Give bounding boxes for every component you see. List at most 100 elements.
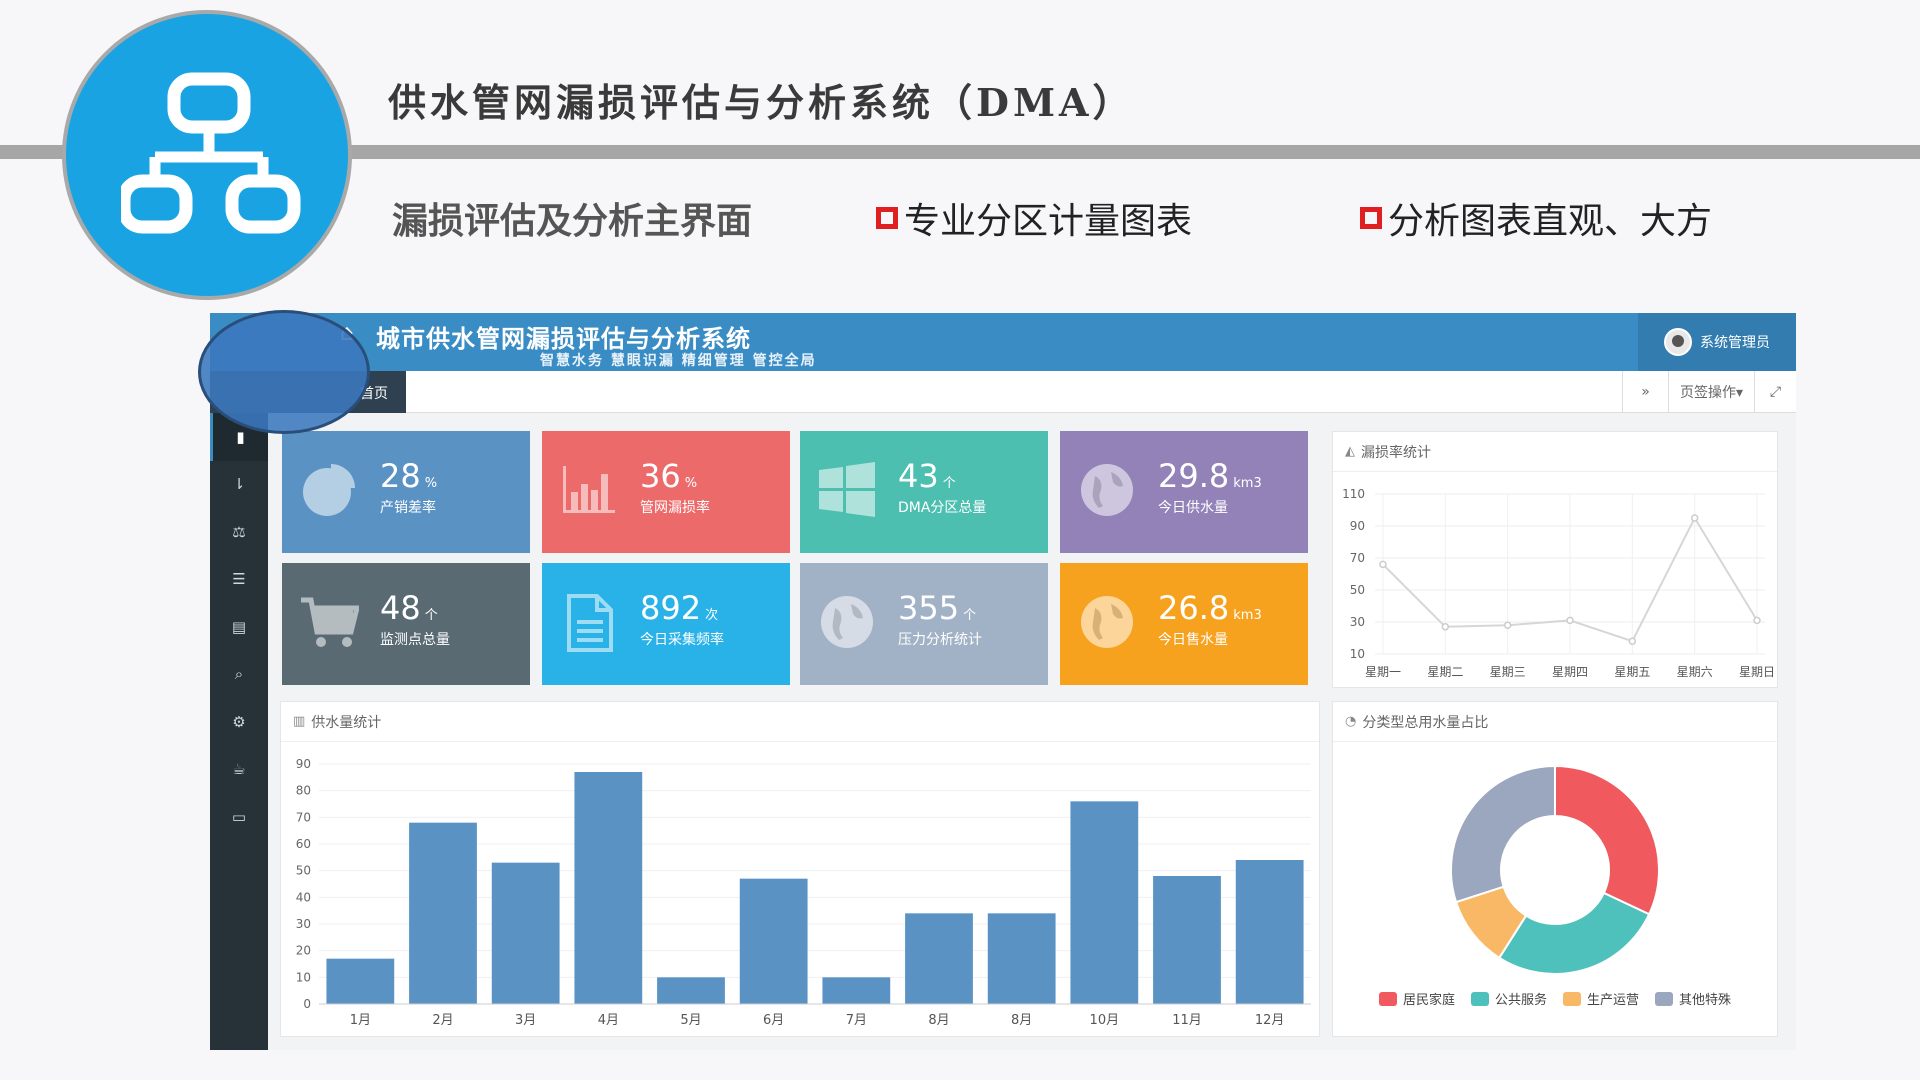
stat-unit: 个 [942, 476, 956, 491]
stat-card[interactable]: 36% 管网漏损率 [542, 431, 790, 553]
list-icon[interactable]: ☰ [232, 570, 246, 589]
double-chevron-right-icon[interactable]: » [1622, 371, 1668, 413]
stat-value: 28% [380, 457, 437, 495]
page-ops-dropdown[interactable]: 页签操作▾ [1668, 371, 1754, 413]
stat-card[interactable]: 28% 产销差率 [282, 431, 530, 553]
panel-title: 漏损率统计 [1361, 444, 1431, 461]
monitor-icon[interactable]: ▭ [231, 807, 247, 826]
stat-card[interactable]: 43 个 DMA分区总量 [800, 431, 1048, 553]
bar-chart-icon [558, 459, 620, 521]
stat-card[interactable]: 26.8 km3 今日售水量 [1060, 563, 1308, 685]
app-slogan: 智慧水务 慧眼识漏 精细管理 管控全局 [540, 353, 817, 369]
y-tick-label: 50 [296, 864, 311, 878]
x-tick-label: 7月 [846, 1013, 867, 1028]
bar [409, 822, 477, 1004]
legend-item[interactable]: 生产运营 [1563, 989, 1639, 1008]
gears-icon[interactable]: ⚙ [232, 712, 246, 731]
x-tick-label: 星期四 [1552, 665, 1588, 679]
y-tick-label: 20 [296, 944, 311, 958]
panel-header: ▥ 供水量统计 [281, 702, 1319, 742]
y-tick-label: 50 [1350, 583, 1365, 597]
data-point [1503, 621, 1512, 629]
header-divider-bar [0, 145, 1920, 159]
stat-label: 监测点总量 [380, 632, 450, 648]
panel-title: 分类型总用水量占比 [1362, 714, 1489, 731]
y-tick-label: 90 [1350, 519, 1365, 533]
pie-chart-icon [298, 459, 360, 521]
bar [574, 772, 643, 1004]
x-tick-label: 8月 [928, 1013, 949, 1028]
x-tick-label: 2月 [432, 1013, 453, 1028]
x-tick-label: 12月 [1255, 1013, 1285, 1028]
bar [739, 878, 808, 1004]
x-tick-label: 星期一 [1365, 665, 1401, 679]
bar [326, 958, 395, 1004]
x-tick-label: 星期二 [1427, 665, 1463, 679]
network-logo [62, 10, 352, 300]
leak-rate-panel: ◭ 漏损率统计 10 30 50 70 90 110 星期一 星期二 星期三 星期四 星期五 星期六 星… [1332, 431, 1778, 688]
panel-header: ◔ 分类型总用水量占比 [1333, 702, 1777, 742]
stat-label: 管网漏损率 [640, 500, 710, 516]
stat-unit: % [424, 476, 438, 491]
stat-card[interactable]: 48 个监测点总量 [282, 563, 530, 685]
x-tick-label: 5月 [680, 1013, 701, 1028]
feature-label-2: 分析图表直观、大方 [1388, 201, 1713, 242]
leak-rate-line-chart: 10 30 50 70 90 110 星期一 星期二 星期三 星期四 星期五 星期六 星期日 [1342, 487, 1775, 679]
avatar[interactable] [1664, 328, 1692, 356]
globe-icon [1076, 591, 1138, 653]
stat-number: 43 [898, 457, 939, 495]
x-tick-label: 10月 [1090, 1013, 1120, 1028]
coffee-icon[interactable]: ☕ [232, 760, 246, 779]
stat-card[interactable]: 892 次今日采集频率 [542, 563, 790, 685]
stat-card[interactable]: 355 个压力分析统计 [800, 563, 1048, 685]
stat-unit: 个 [963, 608, 977, 623]
stat-number: 28 [380, 457, 421, 495]
legend-swatch [1378, 991, 1397, 1006]
x-tick-label: 4月 [598, 1013, 619, 1028]
bar [987, 913, 1056, 1004]
legend-item[interactable]: 居民家庭 [1378, 989, 1455, 1008]
balance-icon[interactable]: ⚖ [232, 522, 246, 541]
user-menu[interactable]: 系统管理员 [1638, 313, 1796, 371]
sidebar: ▮ ⇂ ⚖ ☰ ▤ ⌕ ⚙ ☕ ▭ [210, 413, 268, 1050]
x-tick-label: 1月 [350, 1013, 371, 1028]
water-supply-panel: ▥ 供水量统计 0 10 20 30 40 50 60 70 80 90 1月 2月 3月 4月 5月 6月 7… [280, 701, 1320, 1037]
stat-number: 892 [640, 589, 702, 627]
pie-chart-small-icon: ◔ [1345, 714, 1357, 729]
globe-icon [1076, 459, 1138, 521]
bar [657, 977, 725, 1004]
y-tick-label: 30 [296, 917, 311, 931]
legend-item[interactable]: 其他特殊 [1655, 989, 1731, 1008]
donut-slice [1497, 891, 1651, 975]
expand-icon[interactable]: ⤢ [1754, 371, 1796, 413]
legend-label: 生产运营 [1587, 993, 1640, 1008]
stat-unit: 个 [424, 608, 438, 623]
x-tick-label: 6月 [763, 1013, 784, 1028]
stat-unit: 次 [705, 608, 719, 623]
stat-card[interactable]: 29.8 km3 今日供水量 [1060, 431, 1308, 553]
search-zoom-icon[interactable]: ⌕ [234, 665, 244, 684]
legend-swatch [1655, 991, 1674, 1006]
y-tick-label: 90 [296, 757, 311, 771]
panel-header: ◭ 漏损率统计 [1333, 432, 1777, 472]
stat-label: 今日采集频率 [640, 632, 724, 648]
overlay-ellipse-shape [198, 310, 370, 434]
y-tick-label: 10 [296, 970, 311, 984]
stat-unit: km3 [1233, 476, 1262, 491]
water-supply-bar-chart: 0 10 20 30 40 50 60 70 80 90 1月 2月 3月 4月 5月 6月 7月 8月 8月 10月… [296, 757, 1311, 1028]
y-tick-label: 30 [1350, 615, 1365, 629]
file-icon[interactable]: ▤ [231, 617, 247, 636]
sort-icon[interactable]: ⇂ [232, 475, 246, 494]
bar [905, 913, 973, 1004]
y-tick-label: 40 [296, 890, 311, 904]
legend-label: 其他特殊 [1679, 993, 1732, 1008]
slide-title: 供水管网漏损评估与分析系统（DMA） [388, 80, 1135, 125]
cart-icon [298, 591, 360, 653]
x-tick-label: 3月 [515, 1013, 536, 1028]
donut-slice [1450, 764, 1556, 904]
subtitle-main: 漏损评估及分析主界面 [392, 201, 753, 242]
x-tick-label: 星期三 [1490, 665, 1526, 679]
document-icon [558, 591, 620, 653]
user-name[interactable]: 系统管理员 [1700, 335, 1770, 351]
legend-item[interactable]: 公共服务 [1470, 989, 1547, 1008]
